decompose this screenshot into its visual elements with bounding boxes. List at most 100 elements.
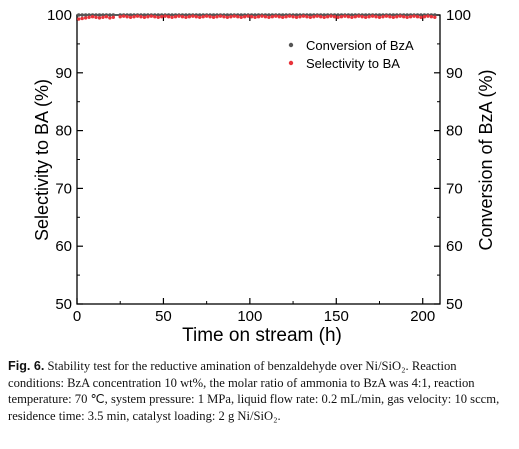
data-point (132, 15, 136, 19)
data-point (236, 15, 240, 19)
data-point (211, 15, 216, 20)
data-point (322, 15, 326, 20)
caption-label: Fig. 6. (8, 359, 45, 373)
data-point (80, 13, 84, 17)
y-axis-right-ticks: 50 60 70 80 90 100 (434, 7, 471, 313)
data-point (97, 13, 102, 17)
y-axis-left-label: Selectivity to BA (%) (32, 79, 52, 241)
data-point (357, 14, 361, 18)
data-point (104, 15, 109, 19)
data-point (336, 15, 340, 20)
data-point (329, 14, 333, 18)
figure-caption: Fig. 6. Stability test for the reductive… (8, 358, 513, 424)
caption-text: Stability test for the reductive aminati… (8, 359, 500, 423)
data-point (270, 15, 275, 19)
x-axis-label: Time on stream (h) (182, 325, 342, 346)
data-point (218, 14, 223, 18)
series-1 (77, 14, 437, 21)
data-point (415, 15, 420, 19)
data-point (191, 14, 195, 18)
x-axis-ticks: 0 50 100 150 200 (73, 15, 435, 325)
data-point (156, 15, 160, 20)
data-point (83, 16, 88, 20)
x-tick-label: 50 (155, 308, 172, 325)
data-point (419, 15, 423, 20)
data-point (298, 15, 302, 19)
data-point (229, 15, 233, 19)
y-tick-label-left: 100 (47, 7, 72, 24)
data-point (294, 15, 299, 20)
legend-label: Selectivity to BA (306, 56, 400, 71)
data-point (80, 16, 84, 21)
legend-marker (288, 42, 294, 48)
data-point (319, 15, 323, 19)
data-point (350, 15, 354, 20)
data-point (194, 15, 198, 19)
data-point (363, 15, 368, 20)
y-axis-right-label: Conversion of BzA (%) (476, 69, 496, 250)
data-point (108, 13, 112, 17)
y-tick-label-right: 90 (446, 65, 463, 82)
data-point (301, 14, 306, 18)
data-point (260, 14, 264, 18)
data-point (77, 17, 81, 21)
data-point (277, 15, 281, 19)
data-point (142, 15, 147, 20)
data-point (429, 15, 434, 19)
y-tick-label-left: 50 (55, 296, 72, 313)
y-tick-label-right: 50 (446, 296, 463, 313)
series-layer (77, 13, 437, 21)
data-point (87, 15, 91, 20)
data-point (198, 15, 202, 20)
legend-label: Conversion of BzA (306, 38, 414, 53)
data-point (108, 16, 112, 20)
x-tick-label: 200 (410, 308, 435, 325)
y-tick-label-right: 80 (446, 123, 463, 140)
data-point (274, 14, 278, 18)
data-point (215, 15, 219, 19)
data-point (405, 15, 409, 20)
data-point (398, 14, 402, 18)
data-point (315, 14, 319, 18)
data-point (360, 15, 364, 19)
data-point (291, 15, 295, 19)
data-point (412, 14, 416, 18)
data-point (308, 15, 313, 20)
data-point (312, 15, 316, 19)
data-point (426, 14, 430, 18)
data-point (201, 15, 205, 19)
data-point (377, 15, 382, 20)
data-point (253, 15, 257, 20)
data-point (97, 16, 102, 20)
data-point (305, 15, 309, 19)
data-point (128, 15, 133, 20)
y-tick-label-left: 60 (55, 238, 72, 255)
y-tick-label-right: 100 (446, 7, 471, 24)
data-point (125, 15, 129, 19)
data-point (402, 15, 406, 19)
data-point (388, 15, 392, 19)
y-tick-label-left: 90 (55, 65, 72, 82)
data-point (367, 15, 371, 19)
data-point (433, 15, 437, 20)
data-point (187, 15, 192, 19)
data-point (256, 15, 261, 19)
data-point (263, 15, 268, 19)
legend: Conversion of BzA Selectivity to BA (288, 38, 414, 71)
data-point (287, 14, 292, 18)
data-point (177, 14, 181, 18)
y-tick-label-right: 60 (446, 238, 463, 255)
data-point (94, 15, 98, 20)
data-point (146, 15, 150, 19)
data-point (325, 15, 330, 19)
x-tick-label: 150 (324, 308, 349, 325)
data-point (83, 13, 88, 17)
y-tick-label-right: 70 (446, 180, 463, 197)
data-point (249, 15, 254, 19)
data-point (370, 14, 375, 18)
data-point (139, 15, 143, 19)
data-point (374, 15, 378, 19)
legend-marker (288, 60, 294, 66)
data-point (118, 15, 122, 19)
